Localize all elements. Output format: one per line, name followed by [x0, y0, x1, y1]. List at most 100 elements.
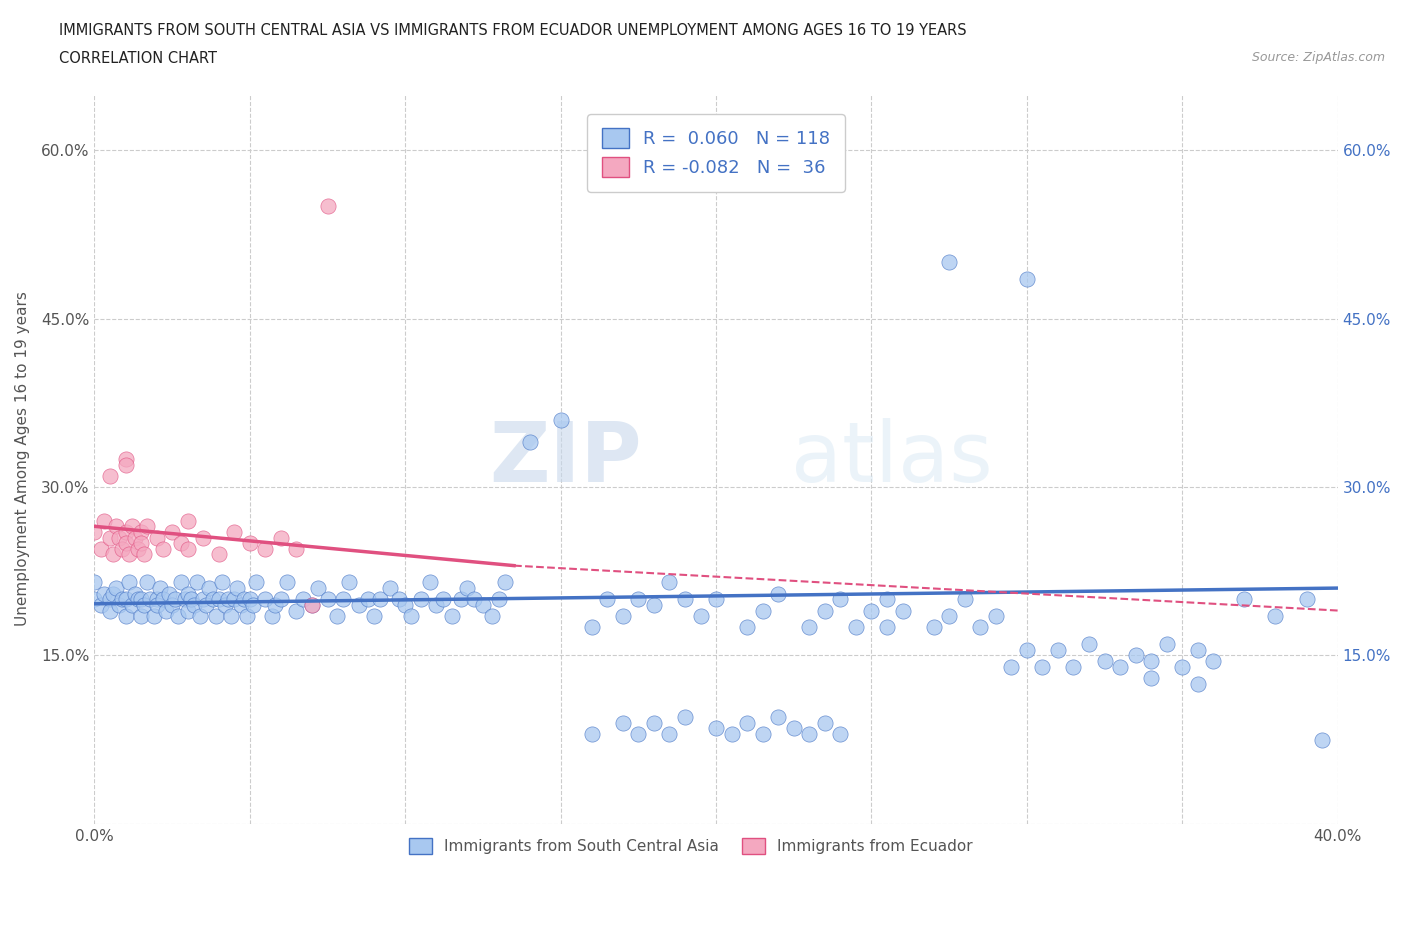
- Point: [93, 586, 115, 601]
- Point: [388, 591, 411, 606]
- Point: [239, 591, 262, 606]
- Point: [121, 519, 143, 534]
- Point: [263, 597, 285, 612]
- Point: [735, 715, 758, 730]
- Point: [401, 609, 423, 624]
- Point: [419, 575, 441, 590]
- Point: [799, 726, 821, 741]
- Point: [494, 575, 516, 590]
- Point: [83, 575, 105, 590]
- Point: [193, 530, 215, 545]
- Point: [177, 513, 200, 528]
- Point: [149, 580, 172, 595]
- Point: [301, 597, 323, 612]
- Point: [211, 575, 233, 590]
- Point: [1031, 659, 1053, 674]
- Point: [658, 726, 681, 741]
- Point: [643, 597, 665, 612]
- Point: [450, 591, 472, 606]
- Point: [1202, 654, 1225, 669]
- Point: [114, 525, 136, 539]
- Point: [90, 541, 112, 556]
- Point: [180, 591, 202, 606]
- Point: [922, 620, 945, 635]
- Point: [98, 603, 121, 618]
- Point: [245, 575, 267, 590]
- Point: [481, 609, 503, 624]
- Point: [114, 452, 136, 467]
- Point: [1062, 659, 1084, 674]
- Point: [472, 597, 495, 612]
- Point: [219, 609, 242, 624]
- Point: [139, 591, 162, 606]
- Point: [984, 609, 1007, 624]
- Point: [93, 513, 115, 528]
- Point: [291, 591, 314, 606]
- Point: [1140, 671, 1163, 685]
- Point: [876, 591, 898, 606]
- Point: [643, 715, 665, 730]
- Point: [1094, 654, 1116, 669]
- Point: [316, 591, 339, 606]
- Point: [1233, 591, 1256, 606]
- Point: [177, 541, 200, 556]
- Point: [260, 609, 283, 624]
- Point: [224, 591, 246, 606]
- Point: [799, 620, 821, 635]
- Point: [134, 597, 156, 612]
- Point: [307, 580, 329, 595]
- Point: [198, 580, 221, 595]
- Point: [170, 536, 193, 551]
- Point: [124, 530, 146, 545]
- Point: [316, 199, 339, 214]
- Point: [425, 597, 447, 612]
- Text: IMMIGRANTS FROM SOUTH CENTRAL ASIA VS IMMIGRANTS FROM ECUADOR UNEMPLOYMENT AMONG: IMMIGRANTS FROM SOUTH CENTRAL ASIA VS IM…: [59, 23, 967, 38]
- Point: [1125, 648, 1147, 663]
- Point: [157, 586, 180, 601]
- Point: [783, 721, 806, 736]
- Point: [766, 710, 789, 724]
- Point: [152, 541, 174, 556]
- Point: [129, 609, 152, 624]
- Point: [201, 591, 224, 606]
- Point: [165, 591, 187, 606]
- Point: [124, 586, 146, 601]
- Point: [1171, 659, 1194, 674]
- Point: [814, 715, 837, 730]
- Point: [704, 591, 727, 606]
- Text: ZIP: ZIP: [489, 418, 641, 499]
- Point: [129, 536, 152, 551]
- Point: [432, 591, 454, 606]
- Point: [118, 575, 141, 590]
- Point: [1046, 643, 1069, 658]
- Point: [766, 586, 789, 601]
- Point: [612, 715, 634, 730]
- Point: [193, 591, 215, 606]
- Point: [845, 620, 868, 635]
- Point: [98, 530, 121, 545]
- Point: [236, 609, 259, 624]
- Point: [751, 603, 773, 618]
- Point: [704, 721, 727, 736]
- Point: [1310, 732, 1333, 747]
- Point: [1187, 643, 1209, 658]
- Point: [658, 575, 681, 590]
- Point: [183, 597, 205, 612]
- Point: [127, 591, 149, 606]
- Point: [90, 597, 112, 612]
- Point: [1295, 591, 1317, 606]
- Point: [108, 597, 131, 612]
- Point: [208, 547, 231, 562]
- Text: CORRELATION CHART: CORRELATION CHART: [59, 51, 217, 66]
- Point: [337, 575, 360, 590]
- Point: [121, 597, 143, 612]
- Point: [969, 620, 991, 635]
- Point: [118, 547, 141, 562]
- Point: [127, 541, 149, 556]
- Point: [167, 609, 190, 624]
- Point: [254, 591, 277, 606]
- Point: [1156, 637, 1178, 652]
- Point: [145, 591, 167, 606]
- Point: [1078, 637, 1101, 652]
- Point: [326, 609, 349, 624]
